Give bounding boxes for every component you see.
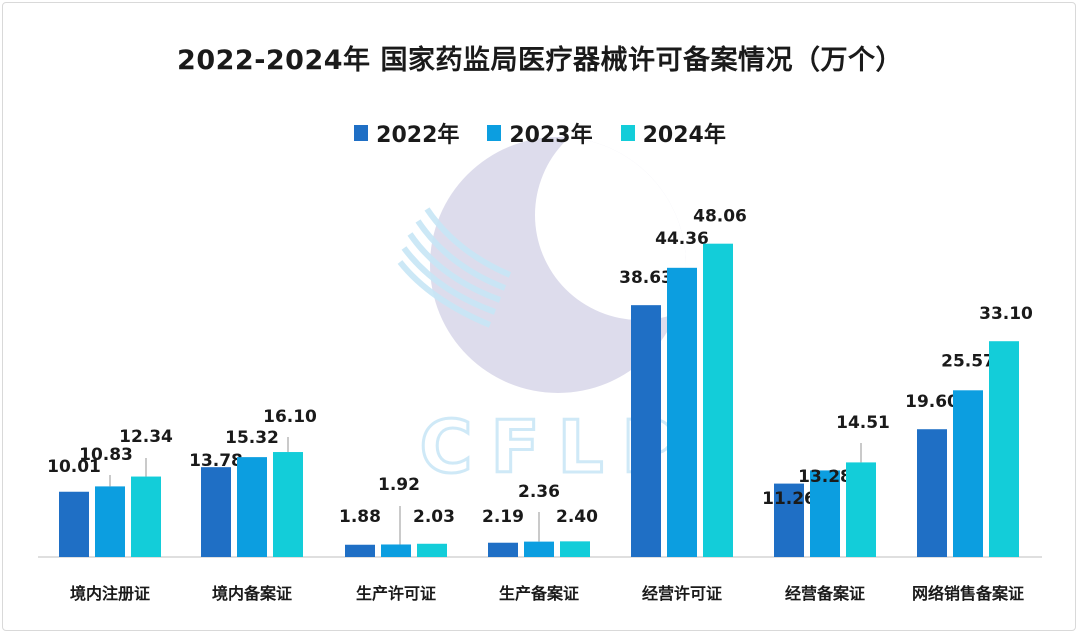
bar-2-5 [667,267,697,557]
chart-legend: 2022年 2023年 2024年 [0,117,1080,149]
bar-1-1 [59,491,89,557]
data-label: 1.92 [378,475,420,495]
legend-label: 2023年 [509,123,593,148]
legend-label: 2024年 [642,123,726,148]
category-label: 生产许可证 [356,584,436,603]
data-label: 19.60 [905,392,959,412]
bar-3-4 [560,541,590,557]
bar-3-7 [989,341,1019,557]
legend-label: 2022年 [376,123,460,148]
data-label: 11.26 [762,489,816,509]
data-label: 44.36 [655,229,709,249]
category-label: 境内注册证 [70,584,150,603]
bar-3-2 [273,452,303,557]
data-label: 2.36 [518,482,560,502]
data-label: 13.28 [798,467,852,487]
data-label: 48.06 [693,207,747,227]
bar-2-3 [381,544,411,557]
bar-2-4 [524,541,554,557]
bar-1-2 [201,467,231,557]
data-label: 10.83 [79,445,133,465]
legend-item: 2023年 [487,117,593,149]
legend-swatch [354,125,369,141]
bar-2-6 [810,470,840,557]
category-label: 经营备案证 [785,584,865,603]
category-label: 网络销售备案证 [912,584,1024,603]
bar-1-5 [631,305,661,557]
data-label: 15.32 [225,428,279,448]
bar-3-5 [703,243,733,557]
bar-1-6 [774,483,804,557]
bar-1-3 [345,544,375,557]
data-label: 16.10 [263,407,317,427]
data-label: 14.51 [836,413,890,433]
data-label: 2.40 [556,507,598,527]
chart-title: 2022-2024年 国家药监局医疗器械许可备案情况（万个） [177,45,903,76]
bar-3-3 [417,543,447,557]
data-label: 2.19 [482,507,524,527]
data-label: 38.63 [619,268,673,288]
legend-swatch [620,125,635,141]
data-label: 25.57 [941,351,995,371]
data-label: 13.78 [189,451,243,471]
bar-3-1 [131,476,161,557]
data-label: 2.03 [413,507,455,527]
bar-3-6 [846,462,876,557]
bar-2-2 [237,457,267,557]
bar-2-1 [95,486,125,557]
category-label: 境内备案证 [212,584,292,603]
legend-item: 2022年 [354,117,459,149]
category-label: 经营许可证 [642,584,722,603]
data-label: 12.34 [119,427,173,447]
data-label: 33.10 [979,304,1033,324]
data-label: 10.01 [47,457,101,477]
bar-1-7 [917,429,947,557]
bar-2-7 [953,390,983,557]
legend-swatch [487,125,502,141]
legend-item: 2024年 [620,117,726,149]
bar-1-4 [488,542,518,557]
data-label: 1.88 [339,507,381,527]
category-label: 生产备案证 [499,584,579,603]
